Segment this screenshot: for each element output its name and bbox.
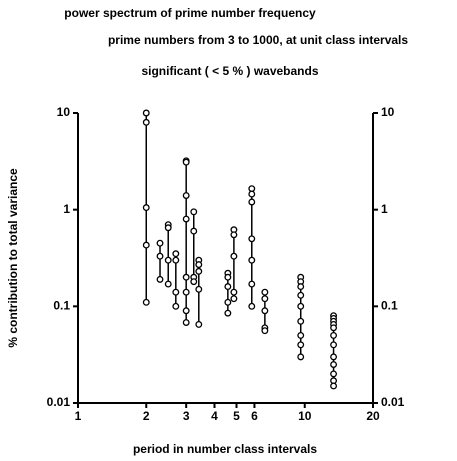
data-point <box>172 302 180 310</box>
x-tick-label: 6 <box>251 409 258 423</box>
data-point <box>224 283 232 291</box>
data-point <box>156 239 164 247</box>
data-point <box>190 208 198 216</box>
x-tick-label: 4 <box>211 409 218 423</box>
chart-title: power spectrum of prime number frequency <box>64 6 316 20</box>
data-point <box>172 288 180 296</box>
data-point <box>330 370 338 378</box>
data-point <box>195 285 203 293</box>
data-point <box>297 317 305 325</box>
data-point <box>195 267 203 275</box>
data-point <box>297 283 305 291</box>
annotation: significant ( < 5 % ) wavebands <box>141 64 318 78</box>
y-tick-label: 10 <box>57 105 71 119</box>
data-point <box>261 307 269 315</box>
data-point <box>248 198 256 206</box>
data-point <box>156 252 164 260</box>
data-point <box>172 256 180 264</box>
data-point <box>142 109 150 117</box>
data-point <box>330 353 338 361</box>
data-point <box>297 353 305 361</box>
data-point <box>297 302 305 310</box>
data-point <box>330 382 338 390</box>
x-tick-label: 1 <box>75 409 82 423</box>
data-point <box>248 256 256 264</box>
chart-subtitle: prime numbers from 3 to 1000, at unit cl… <box>108 33 408 47</box>
y2-tick-label: 0.01 <box>381 395 405 409</box>
y2-tick-label: 0.1 <box>381 299 398 313</box>
data-point <box>142 241 150 249</box>
data-point <box>172 250 180 258</box>
data-point <box>142 204 150 212</box>
data-point <box>182 319 190 326</box>
data-point <box>190 227 198 235</box>
data-point <box>330 341 338 349</box>
data-point <box>224 309 232 317</box>
data-point <box>261 295 269 303</box>
data-point <box>330 331 338 339</box>
data-point <box>248 185 256 193</box>
data-point <box>297 291 305 299</box>
data-point <box>142 118 150 126</box>
data-point <box>261 288 269 296</box>
data-point <box>195 320 203 328</box>
data-point <box>230 295 238 303</box>
y-tick-label: 0.01 <box>47 395 71 409</box>
data-point <box>230 252 238 260</box>
data-point <box>164 224 172 232</box>
data-point <box>195 261 203 269</box>
data-point <box>156 275 164 283</box>
data-point <box>224 273 232 281</box>
data-point <box>330 361 338 368</box>
y-tick-label: 0.1 <box>53 299 70 313</box>
data-point <box>182 215 190 223</box>
data-point <box>248 302 256 310</box>
data-point <box>261 327 269 335</box>
x-tick-label: 20 <box>366 409 380 423</box>
data-point <box>182 158 190 166</box>
data-point <box>248 235 256 243</box>
y-axis-label: % contribution to total variance <box>6 168 20 348</box>
x-tick-label: 10 <box>298 409 312 423</box>
x-tick-label: 2 <box>143 409 150 423</box>
x-tick-label: 3 <box>183 409 190 423</box>
data-point <box>182 273 190 281</box>
data-point <box>164 280 172 288</box>
data-point <box>248 190 256 198</box>
data-point <box>182 288 190 296</box>
data-point <box>164 256 172 264</box>
data-point <box>182 307 190 315</box>
y2-tick-label: 1 <box>381 202 388 216</box>
y-tick-label: 1 <box>63 202 70 216</box>
data-point <box>142 298 150 306</box>
data-point <box>297 331 305 339</box>
data-point <box>230 288 238 296</box>
x-tick-label: 5 <box>233 409 240 423</box>
data-point <box>330 324 338 332</box>
data-point <box>230 231 238 239</box>
y2-tick-label: 10 <box>381 105 395 119</box>
data-point <box>248 280 256 288</box>
data-point <box>224 298 232 306</box>
data-point <box>190 278 198 286</box>
data-point <box>182 192 190 199</box>
x-axis-label: period in number class intervals <box>133 442 317 456</box>
data-point <box>297 341 305 349</box>
